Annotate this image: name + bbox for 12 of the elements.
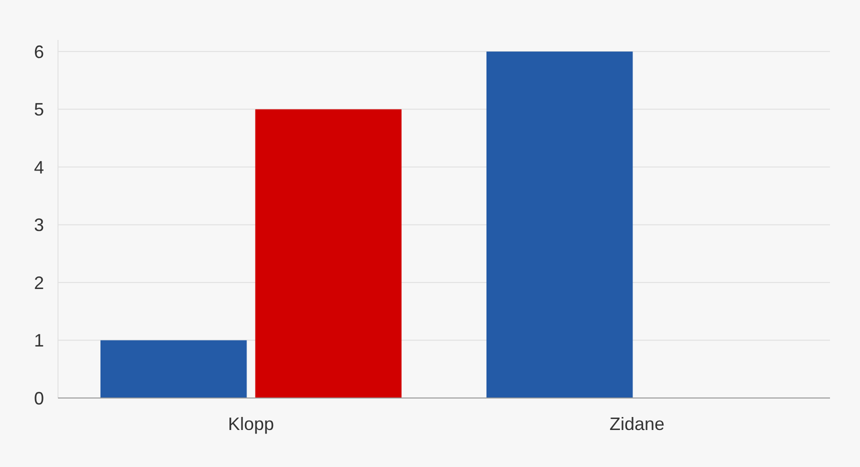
- y-tick-label: 3: [34, 215, 44, 236]
- bar: [255, 109, 402, 398]
- bar: [486, 52, 633, 398]
- y-tick-label: 5: [34, 100, 44, 120]
- x-tick-label: Zidane: [609, 414, 665, 434]
- bar: [100, 340, 247, 398]
- x-tick-label: Klopp: [228, 414, 274, 434]
- y-tick-label: 6: [34, 42, 44, 62]
- y-tick-label: 0: [34, 388, 44, 408]
- y-tick-label: 1: [34, 330, 44, 351]
- y-tick-label: 2: [34, 272, 44, 293]
- y-tick-label: 4: [34, 157, 44, 178]
